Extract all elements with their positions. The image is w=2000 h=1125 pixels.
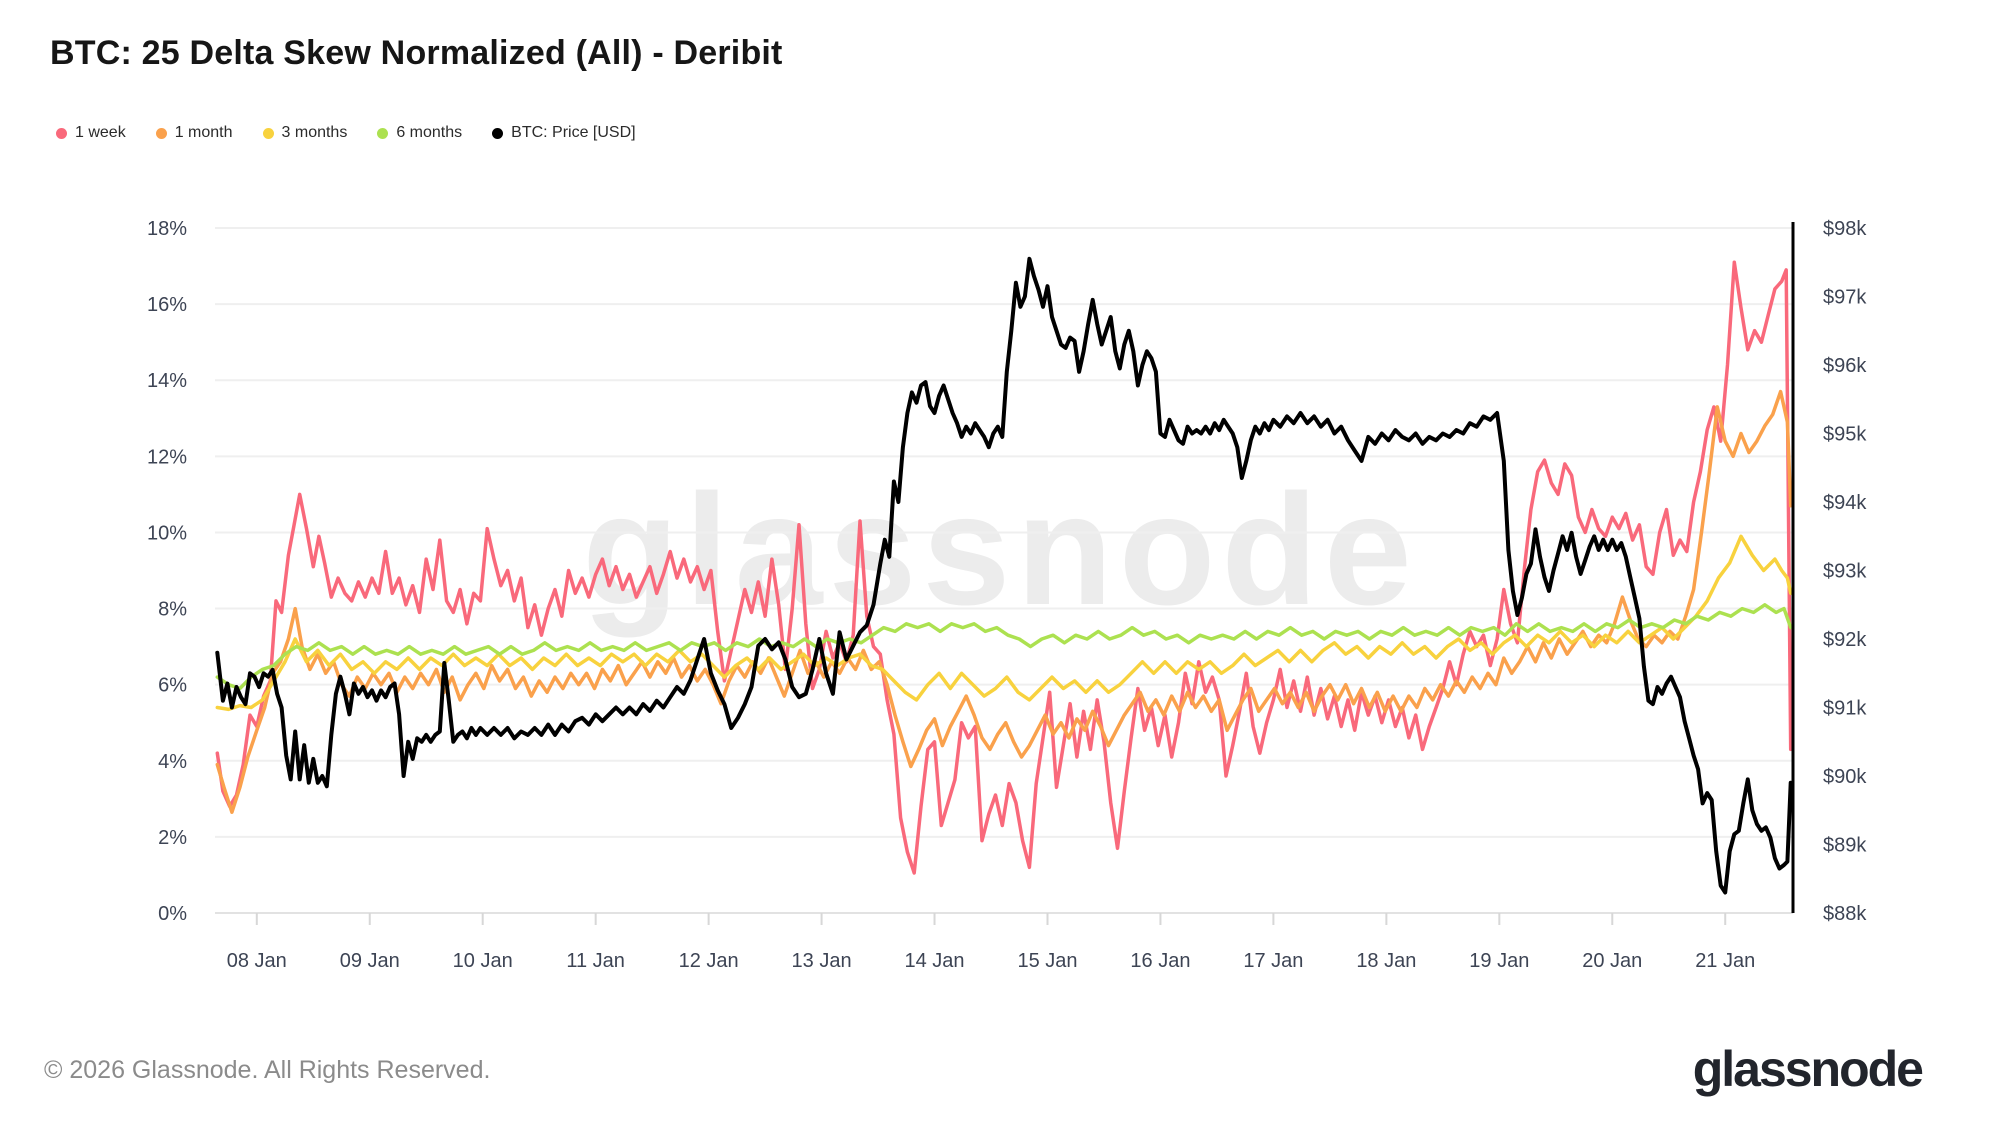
series-btc-price-usd xyxy=(215,256,1793,895)
y-axis-left-label: 2% xyxy=(158,827,187,849)
legend-label: 1 week xyxy=(75,124,126,141)
y-axis-right-label: $88k xyxy=(1823,903,1867,925)
legend-label: 6 months xyxy=(396,124,463,141)
x-axis-label: 20 Jan xyxy=(1582,950,1642,972)
y-axis-left-label: 10% xyxy=(147,522,187,544)
legend-dot-icon xyxy=(492,127,504,139)
y-axis-right-label: $98k xyxy=(1823,218,1867,240)
x-axis-label: 09 Jan xyxy=(340,950,400,972)
y-axis-right-label: $89k xyxy=(1823,835,1867,857)
series-3-months xyxy=(215,534,1793,712)
y-axis-left-label: 8% xyxy=(158,599,187,621)
x-axis-label: 17 Jan xyxy=(1243,950,1303,972)
legend-label: 1 month xyxy=(174,124,233,141)
y-axis-left-label: 14% xyxy=(147,370,187,392)
legend-label: 3 months xyxy=(281,124,348,141)
legend-dot-icon xyxy=(377,127,389,139)
series-6-months xyxy=(215,603,1793,691)
legend-dot-icon xyxy=(262,127,274,139)
y-axis-right-label: $93k xyxy=(1823,561,1867,583)
x-axis-label: 19 Jan xyxy=(1469,950,1529,972)
legend-dot-icon xyxy=(155,127,167,139)
y-axis-right-label: $92k xyxy=(1823,629,1867,651)
legend: 1 week 1 month 3 months 6 months BTC: Price … xyxy=(56,124,636,142)
y-axis-right-label: $90k xyxy=(1823,766,1867,788)
x-axis-label: 18 Jan xyxy=(1356,950,1416,972)
copyright-text: © 2026 Glassnode. All Rights Reserved. xyxy=(44,1056,491,1084)
glassnode-logo: glassnode xyxy=(1692,1041,1924,1097)
y-axis-left-label: 16% xyxy=(147,294,187,316)
legend-item-6-months[interactable]: 6 months xyxy=(377,124,462,142)
x-axis-label: 21 Jan xyxy=(1695,950,1755,972)
legend-item-1-week[interactable]: 1 week xyxy=(56,124,126,142)
y-axis-right-label: $94k xyxy=(1823,492,1867,514)
y-axis-left-label: 18% xyxy=(147,218,187,240)
x-axis-label: 12 Jan xyxy=(679,950,739,972)
x-axis-label: 10 Jan xyxy=(453,950,513,972)
x-axis-label: 15 Jan xyxy=(1017,950,1077,972)
legend-item-1-month[interactable]: 1 month xyxy=(155,124,233,142)
y-axis-left-label: 4% xyxy=(158,751,187,773)
x-axis-label: 08 Jan xyxy=(227,950,287,972)
y-axis-right-label: $97k xyxy=(1823,287,1867,309)
x-axis-label: 16 Jan xyxy=(1130,950,1190,972)
y-axis-left-label: 12% xyxy=(147,446,187,468)
y-axis-left-label: 0% xyxy=(158,903,187,925)
series-1-week xyxy=(215,260,1793,875)
series-1-month xyxy=(215,389,1793,814)
x-axis-label: 14 Jan xyxy=(905,950,965,972)
x-axis-label: 13 Jan xyxy=(792,950,852,972)
legend-dot-icon xyxy=(56,127,67,139)
chart-title: BTC: 25 Delta Skew Normalized (All) - De… xyxy=(50,34,783,72)
y-axis-right-label: $96k xyxy=(1823,355,1867,377)
legend-item-btc-price-usd[interactable]: BTC: Price [USD] xyxy=(492,124,636,142)
y-axis-right-label: $95k xyxy=(1823,424,1867,446)
legend-item-3-months[interactable]: 3 months xyxy=(262,124,348,142)
y-axis-right-label: $91k xyxy=(1823,698,1867,720)
legend-label: BTC: Price [USD] xyxy=(511,124,636,141)
x-axis-label: 11 Jan xyxy=(566,950,625,972)
y-axis-left-label: 6% xyxy=(158,675,187,697)
